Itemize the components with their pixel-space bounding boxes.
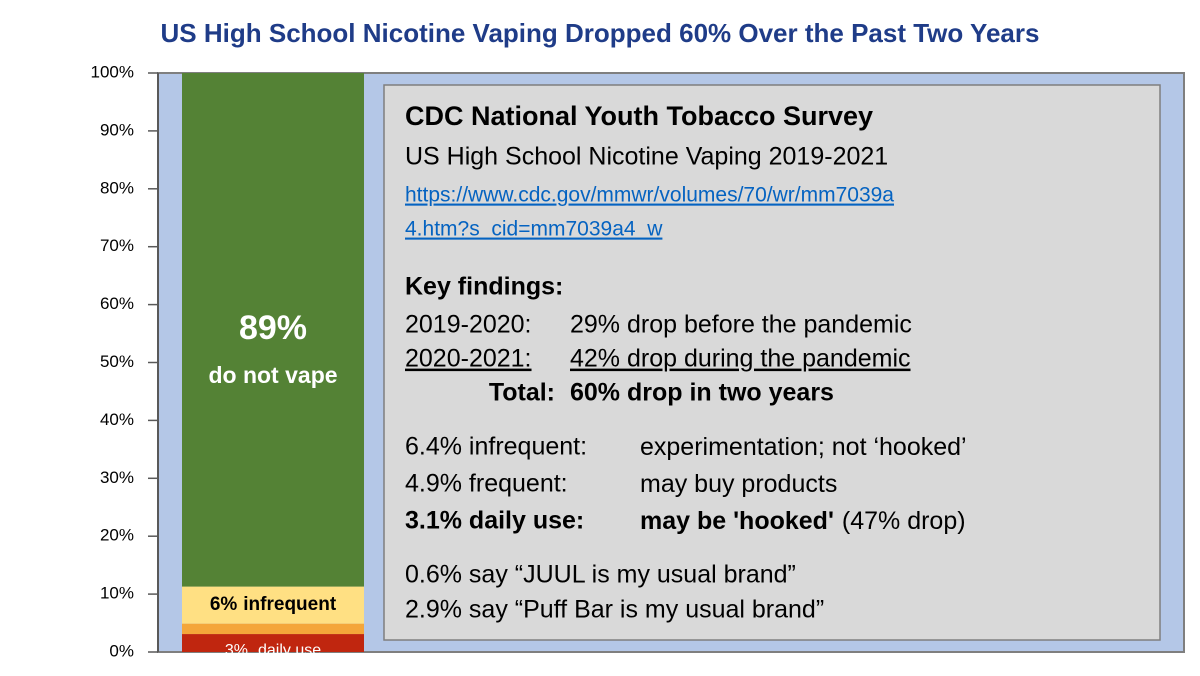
y-tick-label: 40% (100, 410, 134, 429)
use-description-main: experimentation; not ‘hooked’ (640, 433, 967, 461)
y-tick-label: 30% (100, 468, 134, 487)
use-description: may be 'hooked' (47% drop) (640, 507, 966, 535)
bar-segment (182, 634, 364, 652)
source-link[interactable]: https://www.cdc.gov/mmwr/volumes/70/wr/m… (405, 184, 894, 207)
y-tick-label: 100% (91, 62, 134, 81)
y-tick-label: 50% (100, 352, 134, 371)
y-tick-label: 20% (100, 526, 134, 545)
use-level: 4.9% frequent: (405, 470, 568, 498)
bar-segment (182, 623, 364, 635)
segment-name-label: infrequent (243, 594, 337, 615)
bar-segment (182, 586, 364, 624)
brand-note: 0.6% say “JUUL is my usual brand” (405, 561, 796, 589)
use-description-main: may be 'hooked' (640, 507, 834, 535)
source-link[interactable]: 4.htm?s_cid=mm7039a4_w (405, 218, 663, 241)
segment-name-label: do not vape (208, 362, 337, 388)
y-tick-label: 0% (109, 641, 134, 660)
drop-value: 29% drop before the pandemic (570, 311, 912, 339)
use-level: 6.4% infrequent: (405, 433, 587, 461)
box-subheading: US High School Nicotine Vaping 2019-2021 (405, 143, 888, 171)
brand-note: 2.9% say “Puff Bar is my usual brand” (405, 596, 824, 624)
drop-period: Total: (489, 379, 555, 407)
use-level: 3.1% daily use: (405, 507, 584, 535)
y-tick-label: 60% (100, 294, 134, 313)
use-description: may buy products (640, 470, 837, 498)
segment-value-label: 6% (210, 594, 238, 615)
drop-period: 2020-2021: (405, 345, 532, 373)
use-drop: (47% drop) (842, 507, 966, 535)
segment-label: 3% daily use (225, 642, 321, 659)
y-tick-label: 90% (100, 120, 134, 139)
use-description-main: may buy products (640, 470, 837, 498)
segment-value-label: 3% (225, 642, 248, 659)
segment-value-label: 89% (239, 309, 307, 347)
segment-name-label: daily use (258, 642, 321, 659)
segment-label: 6% infrequent (210, 594, 337, 615)
drop-value: 42% drop during the pandemic (570, 345, 911, 373)
use-description: experimentation; not ‘hooked’ (640, 433, 967, 461)
chart-title: US High School Nicotine Vaping Dropped 6… (161, 18, 1040, 48)
y-tick-label: 80% (100, 178, 134, 197)
key-findings-title: Key findings: (405, 273, 563, 301)
y-tick-label: 70% (100, 236, 134, 255)
bar-segment (182, 73, 364, 587)
drop-value: 60% drop in two years (570, 379, 834, 407)
text-box (383, 84, 1161, 641)
y-tick-label: 10% (100, 584, 134, 603)
drop-period: 2019-2020: (405, 311, 532, 339)
box-heading: CDC National Youth Tobacco Survey (405, 101, 873, 131)
